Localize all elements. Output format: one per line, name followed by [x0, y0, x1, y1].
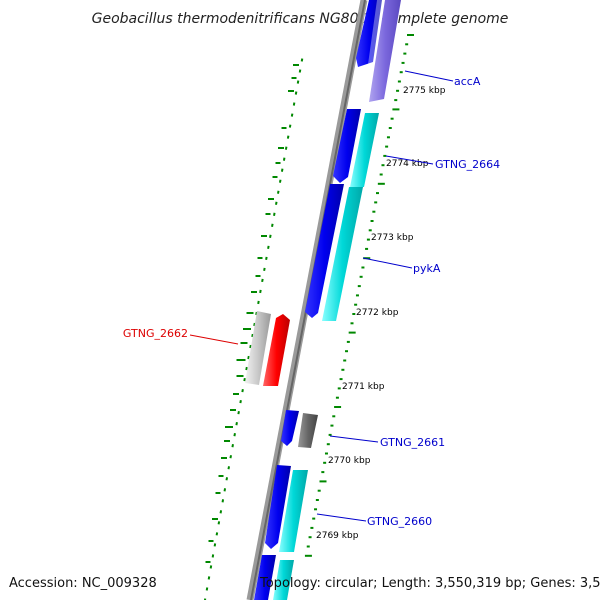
gene-feature-cds[interactable] [265, 465, 291, 549]
gene-label-GTNG_2662[interactable]: GTNG_2662 [123, 327, 188, 340]
gene-feature-rna[interactable] [273, 560, 294, 600]
gene-label-accA[interactable]: accA [454, 75, 481, 88]
gene-feature-cds[interactable] [281, 410, 299, 446]
gene-feature-rna[interactable] [350, 113, 379, 187]
gene-label-pykA[interactable]: pykA [413, 262, 441, 275]
gene-feature-white-strip [363, 0, 384, 102]
gene-feature-rna-reverse[interactable] [245, 311, 271, 385]
scale-ticks [304, 34, 414, 557]
gene-features [245, 0, 401, 600]
gene-callouts [189, 70, 454, 522]
gene-feature-cds[interactable] [305, 184, 344, 318]
tick-label: 2774 kbp [386, 159, 429, 169]
gene-label-GTNG_2660[interactable]: GTNG_2660 [367, 515, 432, 528]
tick-label: 2769 kbp [316, 531, 359, 541]
gene-feature-gray[interactable] [298, 413, 318, 448]
topology-text: Topology: circular; Length: 3,550,319 bp… [259, 576, 600, 591]
tick-label: 2775 kbp [403, 86, 446, 96]
gene-feature-cds[interactable] [254, 555, 276, 600]
gc-track [203, 58, 304, 600]
tick-labels: 2775 kbp 2774 kbp 2773 kbp 2772 kbp 2771… [316, 86, 446, 541]
tick-label: 2772 kbp [356, 308, 399, 318]
tick-label: 2770 kbp [328, 456, 371, 466]
gene-feature-cds[interactable] [333, 109, 361, 183]
accession-text: Accession: NC_009328 [9, 576, 157, 591]
gene-labels: accA GTNG_2664 pykA GTNG_2662 GTNG_2661 … [123, 75, 500, 528]
tick-label: 2773 kbp [371, 233, 414, 243]
gene-label-GTNG_2661[interactable]: GTNG_2661 [380, 436, 445, 449]
gene-feature-cds-reverse[interactable] [263, 314, 290, 386]
tick-label: 2771 kbp [342, 382, 385, 392]
gene-feature-rna[interactable] [279, 470, 308, 552]
gene-label-GTNG_2664[interactable]: GTNG_2664 [435, 158, 500, 171]
gene-feature-rna[interactable] [322, 187, 363, 321]
gene-feature-accA-region[interactable] [369, 0, 401, 102]
gene-feature-cds[interactable] [356, 0, 382, 67]
map-title: Geobacillus thermodenitrificans NG80-2, … [92, 11, 509, 27]
